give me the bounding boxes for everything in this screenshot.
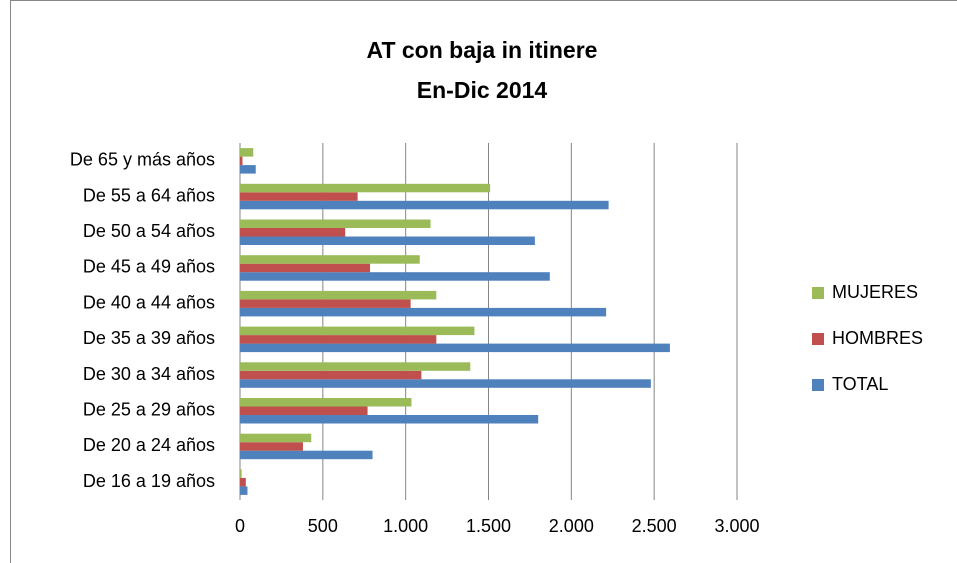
bar (240, 165, 256, 174)
bar (240, 307, 607, 317)
bar (240, 290, 437, 300)
bar (240, 219, 431, 228)
y-tick-label: De 30 a 34 años (83, 364, 215, 384)
bar (240, 263, 371, 273)
bar (240, 255, 420, 264)
chart-subtitle: En-Dic 2014 (417, 77, 548, 103)
bar (240, 406, 368, 415)
bar (240, 156, 243, 166)
bar (240, 469, 242, 478)
bar (240, 433, 312, 443)
x-tick-label: 0 (235, 516, 245, 536)
bar (240, 228, 346, 237)
x-tick-label: 3.000 (714, 516, 759, 536)
y-tick-label: De 65 y más años (70, 150, 215, 170)
y-tick-label: De 25 a 29 años (83, 400, 215, 420)
bar (240, 326, 475, 336)
bar (240, 272, 550, 281)
bar (240, 379, 651, 388)
bar (240, 362, 471, 371)
bar (240, 299, 411, 308)
y-tick-label: De 55 a 64 años (83, 185, 215, 205)
bar (240, 200, 609, 210)
bar (240, 486, 248, 495)
x-tick-label: 1.500 (466, 516, 511, 536)
x-tick-label: 1.000 (383, 516, 428, 536)
y-tick-label: De 35 a 39 años (83, 328, 215, 348)
bar (240, 415, 539, 424)
legend-label: MUJERES (832, 282, 918, 302)
bar (240, 370, 422, 380)
x-tick-label: 500 (308, 516, 338, 536)
bar (240, 192, 358, 201)
bar (240, 335, 437, 344)
bar (240, 450, 373, 460)
x-tick-label: 2.500 (632, 516, 677, 536)
y-tick-label: De 50 a 54 años (83, 221, 215, 241)
bar (240, 398, 412, 407)
y-tick-label: De 45 a 49 años (83, 257, 215, 277)
bar (240, 343, 670, 353)
chart-title: AT con baja in itinere (367, 37, 598, 63)
y-tick-label: De 20 a 24 años (83, 435, 215, 455)
bar (240, 477, 246, 487)
legend-swatch (812, 333, 824, 345)
bar (240, 442, 303, 451)
legend-swatch (812, 379, 824, 391)
x-tick-label: 2.000 (549, 516, 594, 536)
legend-label: TOTAL (832, 374, 888, 394)
bar (240, 183, 491, 193)
bar (240, 236, 535, 245)
y-tick-label: De 40 a 44 años (83, 292, 215, 312)
y-tick-label: De 16 a 19 años (83, 471, 215, 491)
legend-label: HOMBRES (832, 328, 923, 348)
bar (240, 148, 254, 157)
legend-swatch (812, 287, 824, 299)
